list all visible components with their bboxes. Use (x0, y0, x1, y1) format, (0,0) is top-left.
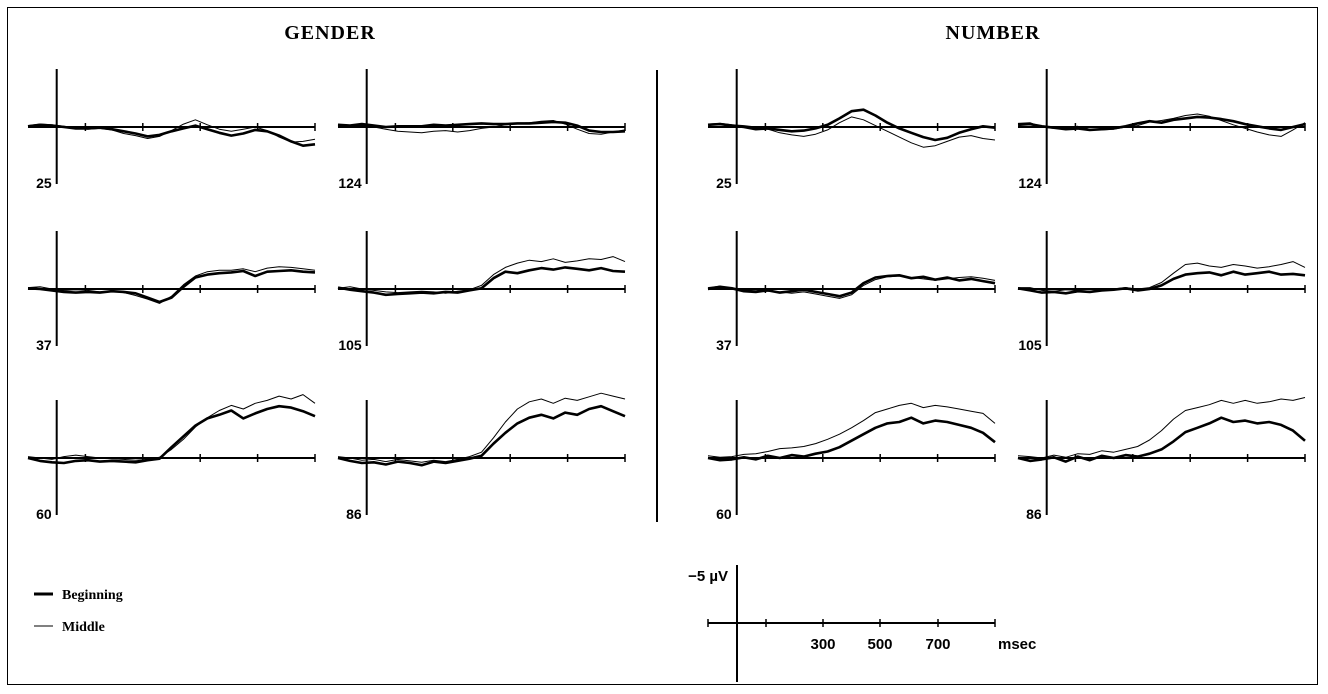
waveform-middle (1018, 261, 1306, 292)
waveform-middle (707, 275, 996, 299)
electrode-plot: 86 (337, 392, 626, 522)
electrode-plot: 105 (1017, 231, 1306, 353)
waveform-beginning (707, 108, 996, 142)
waveform-beginning (337, 266, 626, 297)
panel-title-gender: GENDER (284, 22, 376, 44)
electrode-plot: 60 (707, 400, 996, 522)
electrode-label: 124 (338, 175, 362, 191)
electrode-label: 60 (36, 506, 52, 522)
scale-x-tick-label: 300 (810, 636, 835, 653)
waveform-middle (337, 256, 626, 294)
electrode-plot: 86 (1017, 397, 1306, 522)
waveform-beginning (1017, 115, 1306, 132)
waveform-beginning (707, 416, 996, 462)
waveform-middle (337, 120, 626, 135)
legend: Beginning Middle (34, 588, 123, 635)
legend-label-middle: Middle (62, 620, 105, 635)
waveform-beginning (337, 404, 626, 467)
electrode-label: 60 (716, 506, 732, 522)
electrode-label: 105 (1018, 337, 1042, 353)
electrode-label: 25 (36, 175, 52, 191)
legend-label-beginning: Beginning (62, 588, 123, 603)
waveform-middle (1017, 397, 1306, 459)
waveform-beginning (707, 274, 996, 298)
waveform-middle (707, 402, 996, 458)
scale-bar: −5 µV 300 500 700 msec (688, 565, 1036, 682)
scale-y-label: −5 µV (688, 568, 728, 585)
waveform-beginning (27, 269, 316, 304)
electrode-label: 124 (1018, 175, 1042, 191)
waveform-beginning (1017, 270, 1306, 295)
waveform-beginning (337, 120, 626, 134)
waveform-middle (707, 116, 996, 148)
electrode-plots: 25 124 37 105 60 86 25 124 37 105 60 86 (27, 69, 1306, 522)
electrode-plot: 124 (1017, 69, 1306, 191)
waveform-middle (27, 394, 316, 461)
electrode-plot: 25 (27, 69, 316, 191)
electrode-label: 25 (716, 175, 732, 191)
electrode-label: 37 (716, 337, 732, 353)
panel-title-number: NUMBER (946, 22, 1041, 44)
electrode-label: 86 (346, 506, 362, 522)
electrode-label: 37 (36, 337, 52, 353)
electrode-plot: 37 (27, 231, 316, 353)
waveform-middle (1017, 113, 1306, 137)
scale-x-tick-label: 700 (925, 636, 950, 653)
electrode-label: 86 (1026, 506, 1042, 522)
electrode-label: 105 (338, 337, 362, 353)
waveform-beginning (27, 404, 316, 465)
waveform-middle (337, 392, 626, 463)
waveform-beginning (1017, 416, 1306, 463)
electrode-plot: 60 (27, 394, 316, 522)
electrode-plot: 25 (707, 69, 996, 191)
electrode-plot: 37 (707, 231, 996, 353)
electrode-plot: 105 (337, 231, 626, 353)
electrode-plot: 124 (337, 69, 626, 191)
scale-x-unit: msec (998, 636, 1036, 653)
waveform-beginning (27, 123, 316, 147)
scale-x-tick-label: 500 (867, 636, 892, 653)
figure-frame (7, 7, 1318, 685)
